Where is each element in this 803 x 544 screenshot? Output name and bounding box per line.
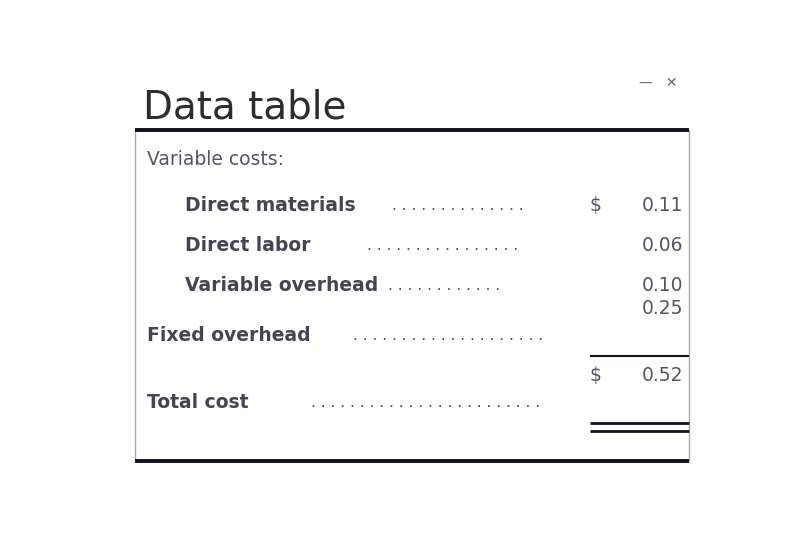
Text: . . . . . . . . . . . .: . . . . . . . . . . . . [387,277,504,293]
Text: Variable costs:: Variable costs: [147,150,284,169]
Text: 0.52: 0.52 [641,366,683,385]
Text: Variable overhead: Variable overhead [185,276,377,295]
Text: 0.10: 0.10 [641,276,683,295]
Text: . . . . . . . . . . . . . . . . . . . . . . . .: . . . . . . . . . . . . . . . . . . . . … [310,395,544,410]
Text: Fixed overhead: Fixed overhead [147,326,311,345]
Text: Total cost: Total cost [147,393,248,412]
Text: Direct labor: Direct labor [185,236,310,255]
Text: Data table: Data table [143,88,346,126]
Text: $: $ [589,366,601,385]
Text: —   ✕: — ✕ [638,76,677,90]
Text: 0.25: 0.25 [641,299,683,318]
FancyBboxPatch shape [135,130,688,461]
Text: 0.11: 0.11 [641,196,683,215]
Text: . . . . . . . . . . . . . . . .: . . . . . . . . . . . . . . . . [366,238,522,253]
Text: . . . . . . . . . . . . . .: . . . . . . . . . . . . . . [392,198,528,213]
Text: 0.06: 0.06 [641,236,683,255]
Text: Direct materials: Direct materials [185,196,355,215]
Text: $: $ [589,196,601,215]
Text: . . . . . . . . . . . . . . . . . . . .: . . . . . . . . . . . . . . . . . . . . [353,328,548,343]
